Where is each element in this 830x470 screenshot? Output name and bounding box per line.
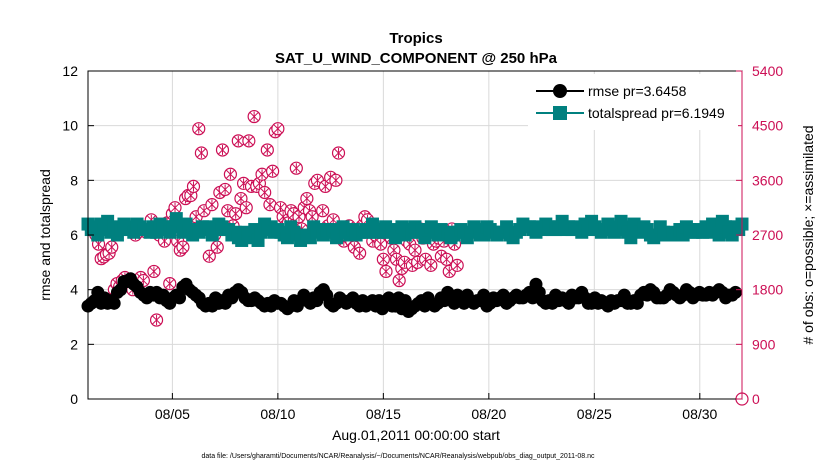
totalspread-series	[81, 212, 749, 247]
y-left-tick-label: 6	[70, 227, 78, 243]
y-right-tick-label: 900	[752, 336, 776, 352]
chart-subtitle: SAT_U_WIND_COMPONENT @ 250 hPa	[275, 50, 558, 67]
y-axis-left: 0 2 4 6 8 10 12	[62, 63, 94, 407]
obs-marker	[149, 313, 164, 327]
legend-rmse-marker	[553, 84, 567, 98]
obs-marker	[326, 213, 340, 227]
obs-marker	[242, 134, 256, 148]
x-tick-label: 08/20	[471, 406, 506, 422]
y-axis-right: 0 900 1800 2700 3600 4500 5400	[736, 63, 783, 407]
obs-marker	[376, 252, 390, 266]
obs-marker	[329, 173, 343, 187]
x-tick-label: 08/10	[260, 406, 295, 422]
y-left-tick-label: 8	[70, 172, 78, 188]
obs-marker	[300, 191, 314, 206]
y-right-tick-label: 2700	[752, 227, 783, 243]
x-tick-label: 08/15	[366, 406, 401, 422]
obs-marker	[194, 146, 208, 160]
obs-marker	[215, 143, 230, 157]
legend-rmse-label: rmse pr=3.6458	[588, 83, 687, 99]
obs-marker	[218, 182, 232, 197]
y-left-tick-label: 10	[62, 118, 78, 134]
obs-marker	[163, 276, 177, 291]
obs-marker	[186, 179, 201, 194]
y-axis-right-label: # of obs: o=possible; ×=assimilated	[800, 125, 816, 344]
obs-marker	[105, 240, 119, 254]
x-tick-label: 08/30	[682, 406, 717, 422]
data-file-footer: data file: /Users/gharamti/Documents/NCA…	[201, 453, 595, 460]
obs-marker	[147, 264, 161, 279]
obs-marker	[260, 143, 274, 157]
obs-marker	[192, 122, 206, 136]
obs-marker	[223, 167, 238, 181]
y-right-tick-label: 5400	[752, 63, 783, 79]
y-left-tick-label: 4	[70, 282, 78, 298]
x-axis: 08/05 08/10 08/15 08/20 08/25 08/30	[155, 393, 718, 422]
y-right-tick-label: 4500	[752, 118, 783, 134]
obs-marker	[379, 264, 393, 279]
obs-marker	[255, 167, 269, 181]
obs-marker	[247, 109, 261, 124]
x-tick-label: 08/25	[577, 406, 612, 422]
rmse-point	[728, 285, 742, 299]
rmse-point	[107, 296, 121, 310]
rmse-point	[173, 291, 187, 305]
legend-spread-marker	[553, 106, 567, 120]
y-left-tick-label: 0	[70, 391, 78, 407]
y-right-tick-label: 0	[752, 391, 760, 407]
obs-marker	[289, 161, 303, 175]
y-right-tick-label: 3600	[752, 172, 783, 188]
x-axis-label: Aug.01,2011 00:00:00 start	[332, 427, 500, 443]
obs-marker	[205, 198, 219, 212]
rmse-series	[81, 272, 742, 319]
obs-marker	[176, 240, 190, 254]
obs-marker	[271, 122, 285, 136]
legend-box	[528, 74, 738, 130]
obs-marker	[210, 240, 224, 254]
obs-marker	[331, 146, 346, 160]
y-axis-left-label: rmse and totalspread	[37, 169, 53, 301]
obs-marker	[440, 252, 454, 266]
obs-marker	[258, 185, 272, 200]
legend-spread-label: totalspread pr=6.1949	[588, 105, 725, 121]
obs-marker	[392, 273, 406, 288]
obs-marker	[424, 258, 438, 272]
obs-marker	[265, 164, 280, 178]
obs-marker	[408, 243, 422, 257]
y-left-tick-label: 2	[70, 336, 78, 352]
obs-marker	[229, 207, 243, 221]
obs-marker	[450, 258, 464, 272]
obs-marker	[305, 210, 319, 224]
obs-marker	[239, 201, 253, 215]
y-right-tick-label: 1800	[752, 282, 783, 298]
obs-series	[89, 109, 749, 406]
chart-title: Tropics	[389, 30, 442, 47]
obs-marker	[316, 204, 330, 218]
obs-marker	[202, 249, 216, 263]
obs-marker	[353, 246, 367, 260]
legend: rmse pr=3.6458 totalspread pr=6.1949	[528, 74, 738, 130]
obs-marker	[168, 201, 182, 215]
x-tick-label: 08/05	[155, 406, 190, 422]
y-left-tick-label: 12	[62, 63, 78, 79]
